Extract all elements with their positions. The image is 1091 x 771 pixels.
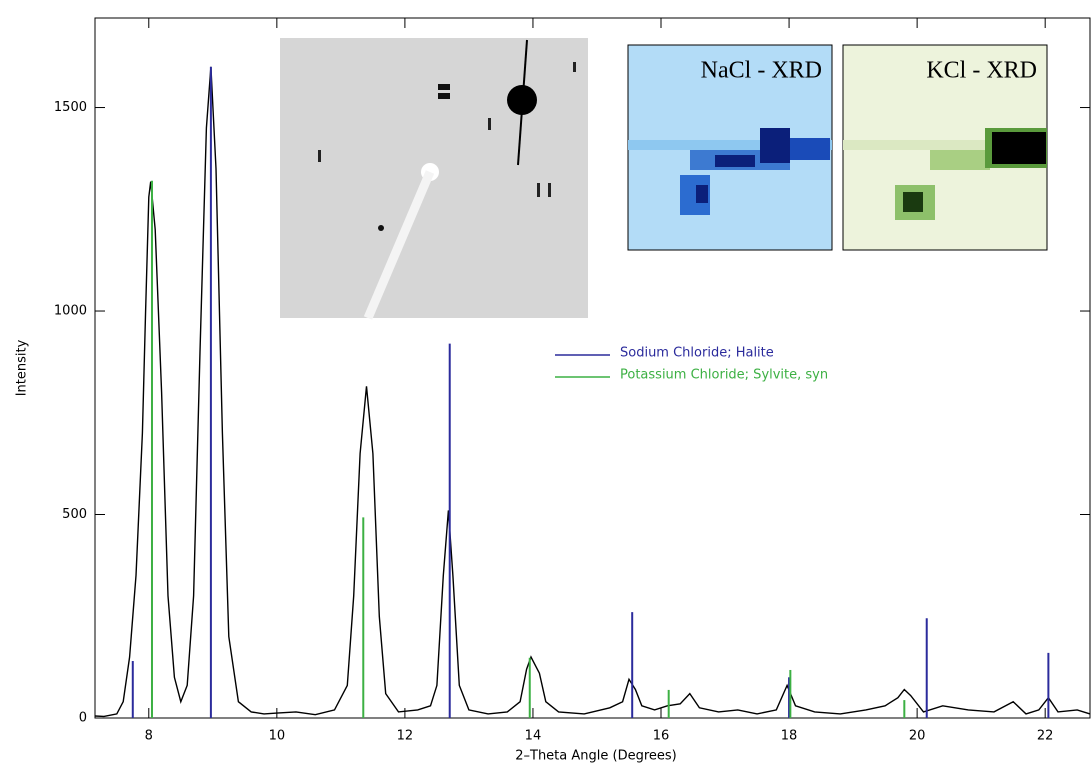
y-tick-label: 0	[79, 711, 87, 726]
nacl-map	[627, 44, 833, 251]
plot-frame	[94, 17, 1091, 719]
inset-label: NaCl - XRD	[701, 58, 822, 84]
x-tick-label: 12	[397, 729, 414, 744]
x-tick-label: 18	[781, 729, 798, 744]
x-tick-label: 16	[653, 729, 670, 744]
x-tick-label: 14	[525, 729, 542, 744]
x-tick-label: 8	[145, 729, 153, 744]
y-tick-label: 1000	[54, 304, 87, 319]
x-tick-label: 20	[909, 729, 926, 744]
y-axis-label: Intensity	[15, 339, 30, 396]
x-axis-label: 2–Theta Angle (Degrees)	[515, 749, 677, 764]
legend-label: Potassium Chloride; Sylvite, syn	[620, 368, 828, 383]
legend-label: Sodium Chloride; Halite	[620, 346, 774, 361]
inset-label: KCl - XRD	[926, 58, 1037, 84]
x-tick-label: 22	[1037, 729, 1054, 744]
x-tick-label: 10	[269, 729, 286, 744]
diffraction-image	[280, 38, 588, 320]
trace-line	[94, 66, 1091, 718]
kcl-map	[842, 44, 1048, 251]
y-tick-label: 500	[62, 507, 87, 522]
y-tick-label: 1500	[54, 100, 87, 115]
